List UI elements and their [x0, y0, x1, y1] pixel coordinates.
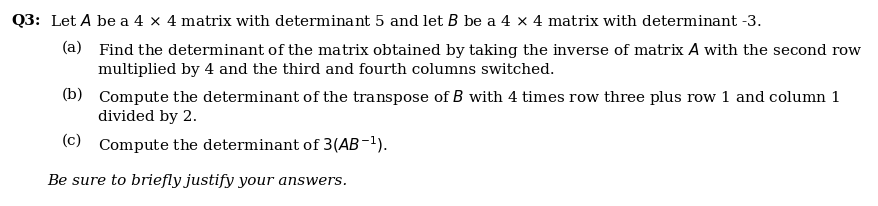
Text: Compute the determinant of $3(AB^{-1})$.: Compute the determinant of $3(AB^{-1})$.: [97, 134, 387, 156]
Text: Compute the determinant of the transpose of $B$ with 4 times row three plus row : Compute the determinant of the transpose…: [97, 88, 839, 107]
Text: multiplied by 4 and the third and fourth columns switched.: multiplied by 4 and the third and fourth…: [97, 63, 554, 77]
Text: Be sure to briefly justify your answers.: Be sure to briefly justify your answers.: [47, 174, 347, 188]
Text: Find the determinant of the matrix obtained by taking the inverse of matrix $A$ : Find the determinant of the matrix obtai…: [97, 41, 861, 60]
Text: divided by 2.: divided by 2.: [97, 110, 197, 124]
Text: Let $A$ be a 4 × 4 matrix with determinant 5 and let $B$ be a 4 × 4 matrix with : Let $A$ be a 4 × 4 matrix with determina…: [46, 13, 761, 29]
Text: (b): (b): [62, 88, 83, 102]
Text: (a): (a): [62, 41, 83, 55]
Text: (c): (c): [62, 134, 83, 148]
Text: Q3:: Q3:: [11, 13, 40, 27]
